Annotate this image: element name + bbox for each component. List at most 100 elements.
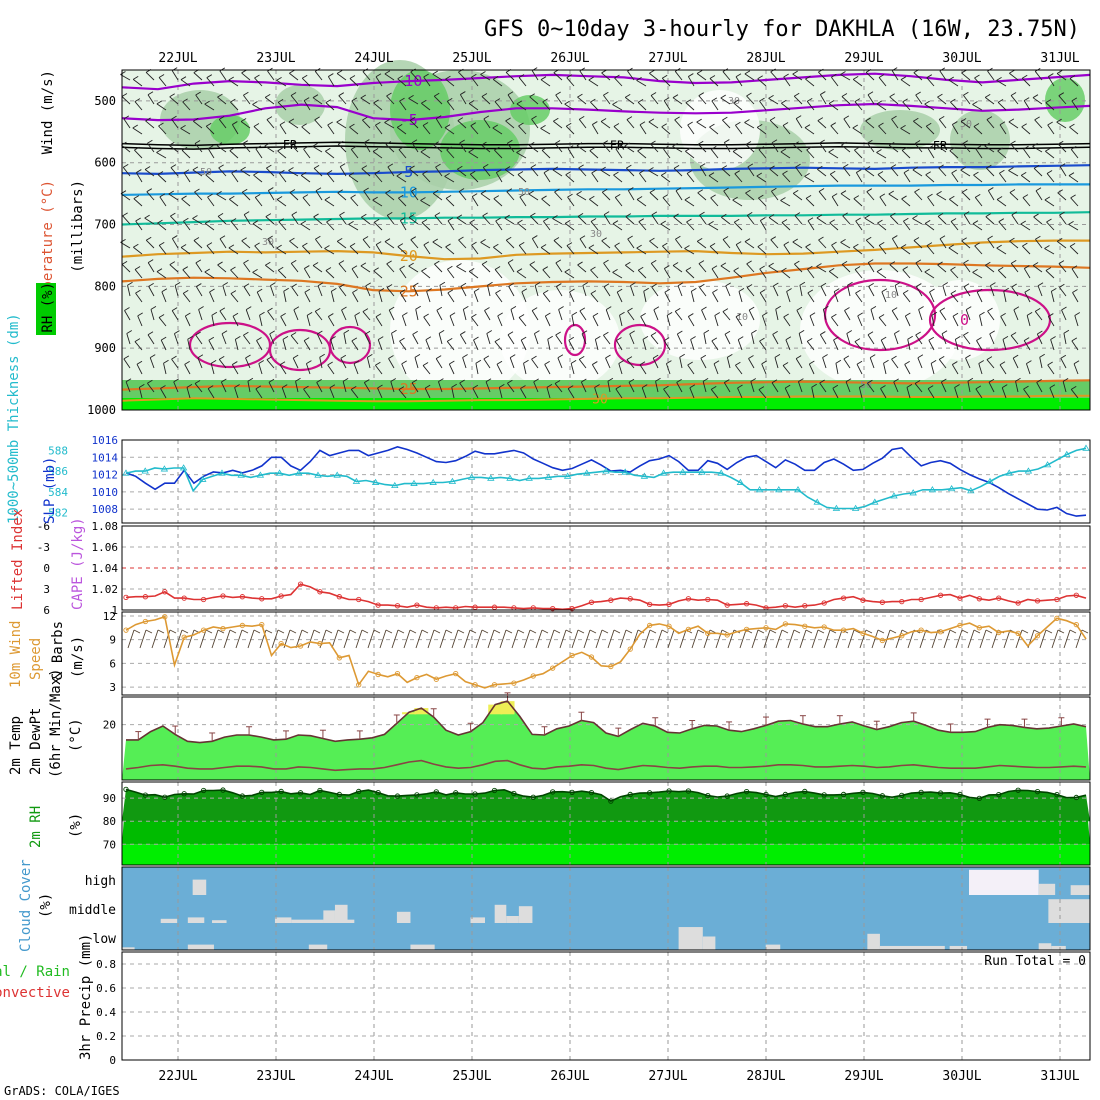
wind-barb-flag	[868, 282, 874, 287]
series-wind-speed-marker	[899, 633, 905, 639]
wind-barb	[674, 311, 683, 321]
wind-barb-flag	[889, 93, 895, 98]
wind-barb	[590, 221, 599, 231]
wind-barb-flag	[974, 193, 981, 198]
wind-barb-flag	[590, 98, 596, 103]
wind-barb-flag	[210, 359, 217, 364]
wind-barb	[266, 119, 275, 129]
wind-barb-flag	[256, 288, 263, 293]
wind-barb-flag	[264, 142, 271, 147]
wind-barb	[229, 198, 239, 207]
wind-barb	[137, 315, 143, 327]
wind10m-barb	[1075, 629, 1083, 649]
wind-barb-flag	[699, 211, 705, 216]
wind-barb	[567, 148, 575, 159]
wind-barb-flag	[1032, 94, 1039, 99]
wind-barb-flag	[494, 98, 501, 102]
series-2m-rh-marker	[743, 789, 750, 795]
wind-barb-flag	[690, 336, 696, 340]
wind-barb	[365, 285, 371, 297]
wind-barb	[973, 126, 983, 135]
wind-barb-flag	[385, 189, 391, 194]
wind-barb-flag	[579, 235, 586, 240]
wind-barb-flag	[399, 97, 405, 102]
wind-barb	[1039, 357, 1043, 369]
wind-barb-flag	[1003, 287, 1009, 292]
wind-barb-flag	[571, 311, 578, 316]
wind-barb	[686, 173, 695, 183]
wind-barb-flag	[588, 76, 595, 81]
wind-barb	[713, 363, 719, 375]
date-label-top: 22JUL	[158, 51, 197, 66]
wind-barb	[216, 193, 227, 201]
wind-barb	[171, 310, 179, 321]
wind-barb-flag	[880, 385, 886, 389]
series-thickness-marker	[947, 484, 956, 492]
wind-barb-flag	[340, 354, 347, 359]
wind-barb	[144, 217, 155, 225]
wind-barb	[805, 78, 815, 87]
wind-barb-flag	[482, 212, 488, 217]
wind-barb	[746, 263, 755, 273]
wind-barb-flag	[735, 241, 742, 246]
wind-barb	[495, 292, 503, 303]
thickness-tick: 584	[48, 486, 68, 499]
isotherm-25	[121, 262, 1091, 293]
wind-barb-flag	[1033, 213, 1039, 218]
series-2m-rh-marker	[666, 788, 672, 794]
wind10m-barb-flag	[613, 629, 621, 634]
wind10m-barb-flag	[133, 629, 141, 634]
wind-barb-flag	[172, 235, 178, 239]
wind-barb-flag	[627, 307, 633, 312]
wind-barb-flag	[1044, 196, 1051, 201]
wind-barb-flag	[158, 241, 165, 246]
wind-barb-flag	[339, 163, 346, 168]
wind-barb-flag	[615, 385, 622, 390]
wind-barb	[926, 245, 935, 255]
wind-barb-flag	[927, 385, 934, 390]
wind-barb	[914, 191, 923, 201]
wind-barb	[913, 240, 923, 249]
series-2m-rh-marker	[239, 793, 246, 799]
wind-barb	[858, 387, 863, 399]
wind10m-barb	[739, 629, 747, 649]
wind-barb	[180, 247, 191, 255]
series-wind-speed-marker	[142, 618, 149, 625]
wind-barb	[1009, 72, 1019, 81]
wind-barb-flag	[555, 331, 561, 336]
wind-barb-flag	[567, 385, 574, 390]
wind-barb	[735, 76, 743, 87]
wind-barb-flag	[592, 361, 598, 365]
wind-barb-flag	[999, 169, 1005, 174]
wind-barb	[267, 190, 275, 201]
wind-barb	[805, 246, 815, 255]
wind10m-barb-flag	[1033, 629, 1041, 634]
wind-barb-flag	[399, 265, 405, 270]
wind-barb	[147, 142, 155, 153]
wind-barb	[541, 198, 551, 207]
cloud-patch-middle	[291, 919, 355, 923]
wind-barb-flag	[859, 383, 865, 388]
wind-barb	[1023, 100, 1031, 111]
wind-barb	[378, 291, 383, 303]
wind-barb	[255, 388, 263, 399]
wind-barb-flag	[507, 139, 513, 144]
wind-barb	[1008, 170, 1019, 177]
wind-barb	[650, 263, 659, 273]
wind-barb-flag	[363, 187, 369, 192]
wind-barb	[619, 315, 623, 327]
wind10m-barb	[787, 629, 795, 649]
wind-barb-flag	[870, 354, 876, 359]
wind10m-barb	[451, 629, 459, 649]
series-thickness-marker	[122, 469, 130, 476]
wind-barb	[846, 333, 851, 345]
wind-barb-flag	[471, 241, 477, 246]
wind-barb	[186, 387, 191, 399]
wind-barb-flag	[938, 164, 944, 169]
wind-barb	[194, 191, 203, 201]
wind-barb-flag	[818, 188, 825, 192]
thickness-label: 1000~500mb Thickness (dm)	[6, 313, 22, 524]
wind-barb-flag	[420, 197, 426, 201]
wind-barb	[761, 363, 767, 375]
wind-barb-flag	[217, 93, 223, 98]
